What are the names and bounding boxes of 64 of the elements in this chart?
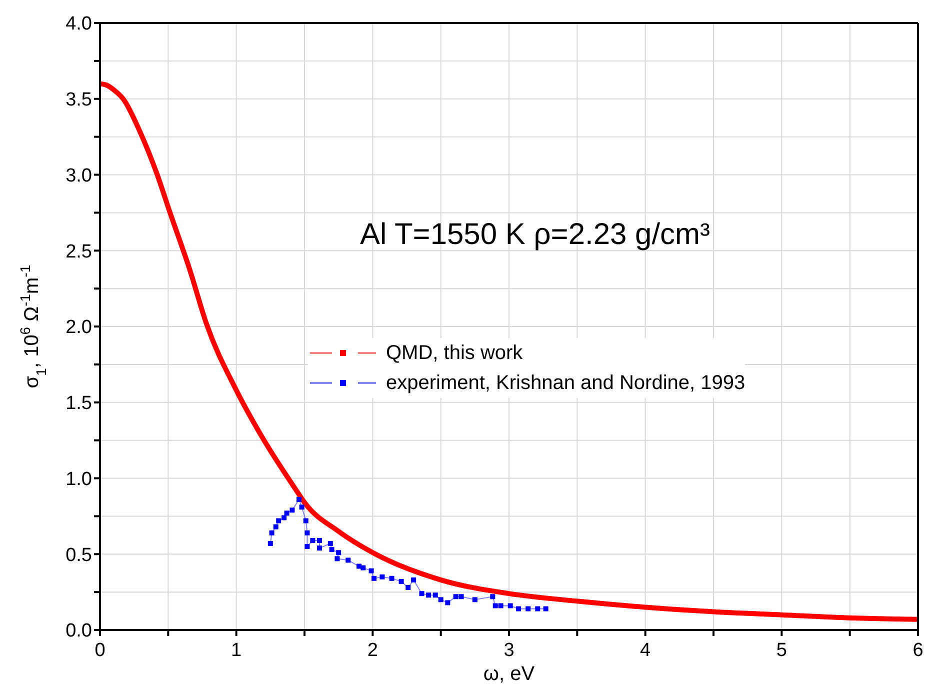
point: [406, 585, 411, 590]
point: [346, 558, 351, 563]
x-tick-label: 6: [912, 640, 924, 661]
point: [426, 592, 432, 598]
point: [316, 546, 322, 551]
point: [269, 530, 274, 536]
annotation: Al T=1550 K ρ=2.23 g/cm³: [360, 218, 710, 251]
y-tick-label: 3.0: [66, 165, 92, 186]
point: [472, 597, 478, 602]
x-tick-label: 5: [776, 640, 787, 661]
point: [360, 565, 366, 570]
point: [508, 603, 513, 608]
y-tick-label: 1.0: [66, 468, 92, 490]
x-tick-label: 3: [504, 640, 514, 661]
x-tick-label: 2: [367, 640, 378, 661]
point: [535, 606, 540, 612]
point: [282, 515, 287, 520]
point: [334, 556, 340, 562]
y-tick-label: 0.5: [66, 544, 92, 566]
point: [458, 594, 464, 600]
point: [329, 547, 334, 552]
point: [380, 574, 385, 580]
y-tick-label: 2.5: [66, 241, 92, 262]
point: [438, 597, 444, 602]
point: [419, 591, 424, 596]
point: [453, 594, 458, 600]
point: [389, 576, 394, 581]
point: [411, 577, 416, 582]
y-tick-label: 3.5: [66, 90, 92, 111]
x-tick-label: 0: [94, 640, 106, 661]
point: [336, 550, 342, 556]
legend-label: experiment, Krishnan and Nordine, 1993: [386, 372, 746, 394]
y-tick-label: 0.0: [66, 620, 92, 642]
point: [398, 578, 404, 584]
point: [498, 603, 504, 608]
point: [304, 544, 310, 550]
point: [299, 504, 304, 510]
point: [432, 592, 438, 598]
point: [516, 606, 522, 612]
y-tick-label: 1.5: [66, 393, 92, 414]
legend-label: QMD, this work: [386, 342, 523, 364]
point: [372, 576, 377, 581]
y-tick-label: 2.0: [66, 317, 92, 338]
point: [492, 603, 498, 608]
point: [368, 568, 374, 574]
point: [310, 538, 316, 543]
point: [290, 508, 295, 513]
point: [296, 496, 302, 502]
point: [328, 541, 333, 546]
point: [445, 600, 450, 606]
x-tick-label: 4: [640, 640, 652, 661]
point: [304, 530, 310, 536]
point: [303, 518, 308, 524]
point: [284, 510, 290, 516]
point: [273, 524, 278, 530]
point: [526, 606, 531, 612]
point: [543, 606, 548, 612]
point: [316, 538, 322, 543]
point: [276, 518, 282, 524]
x-axis-title: ω, eV: [483, 663, 536, 685]
point: [268, 541, 273, 546]
x-tick-label: 1: [231, 640, 242, 661]
y-tick-label: 4.0: [66, 14, 92, 35]
point: [490, 594, 496, 600]
